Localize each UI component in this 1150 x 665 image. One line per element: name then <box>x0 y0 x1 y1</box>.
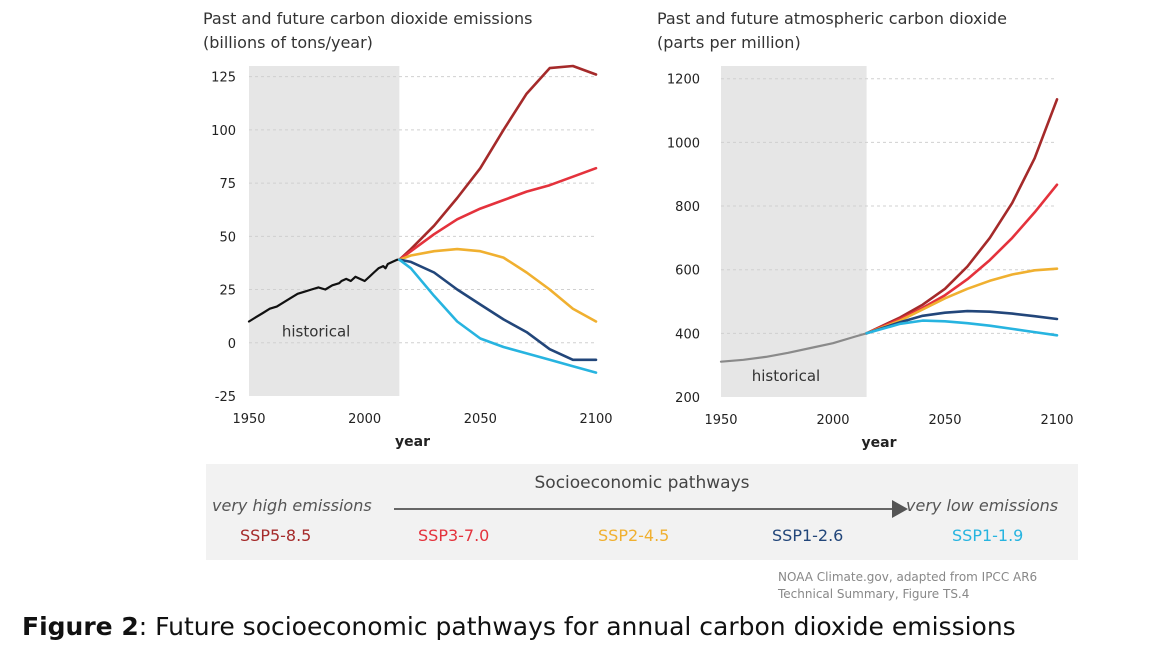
c2-ytick-label: 1200 <box>667 73 700 88</box>
chart2-title: Past and future atmospheric carbon dioxi… <box>657 9 1007 28</box>
c2-ytick-label: 800 <box>675 200 700 215</box>
legend-ssp126: SSP1-2.6 <box>772 526 844 545</box>
c2-ytick-label: 400 <box>675 327 700 342</box>
figure-canvas: Past and future carbon dioxide emissions… <box>203 9 1074 451</box>
c2-historical-shade <box>721 66 867 397</box>
c2-series-ssp3 <box>865 183 1059 335</box>
c2-series-ssp5 <box>865 98 1059 335</box>
caption-text: : Future socioeconomic pathways for annu… <box>138 612 1016 641</box>
legend-arrow-line <box>394 508 896 510</box>
c1-ytick-label: 25 <box>219 284 236 299</box>
c1-ytick-label: 75 <box>219 177 236 192</box>
c2-historical-label: historical <box>752 367 821 385</box>
c1-series-ssp126 <box>398 258 598 362</box>
c2-series-ssp126 <box>865 309 1059 335</box>
c1-ytick-label: 125 <box>211 71 236 86</box>
c1-historical-label: historical <box>282 322 351 340</box>
c2-series-ssp119 <box>865 319 1059 337</box>
c1-series-ssp2 <box>398 247 598 323</box>
c1-xtick-label: 2000 <box>348 412 381 427</box>
pathways-legend: Socioeconomic pathways very high emissio… <box>206 464 1078 560</box>
c1-ytick-label: 100 <box>211 124 236 139</box>
legend-arrow-icon <box>892 500 908 518</box>
c1-xtick-label: 2100 <box>579 412 612 427</box>
emissions-chart: 125 100 75 50 25 0 -25 1950 2000 2050 2100 year hist… <box>211 64 613 450</box>
c1-series-ssp3 <box>398 166 598 262</box>
legend-ssp370: SSP3-7.0 <box>418 526 490 545</box>
c1-ytick-label: 50 <box>219 230 236 245</box>
c2-ytick-label: 600 <box>675 264 700 279</box>
legend-title: Socioeconomic pathways <box>534 473 750 493</box>
c2-series-ssp2 <box>865 267 1059 335</box>
c1-series-ssp5 <box>398 64 598 262</box>
c1-historical-shade <box>249 66 400 396</box>
c2-xaxis-label: year <box>862 435 897 451</box>
c1-ytick-label: -25 <box>215 390 236 405</box>
chart1-title: Past and future carbon dioxide emissions <box>203 9 532 28</box>
c1-series-ssp119 <box>398 258 598 374</box>
caption-label: Figure 2 <box>22 612 139 641</box>
c2-series-historical_conc <box>719 332 868 363</box>
c2-ytick-label: 1000 <box>667 136 700 151</box>
c2-xtick-label: 2100 <box>1040 413 1073 428</box>
c2-xtick-label: 2000 <box>816 413 849 428</box>
c1-xaxis-label: year <box>395 434 430 450</box>
chart1-subtitle: (billions of tons/year) <box>203 33 373 52</box>
legend-right-label: very low emissions <box>906 496 1059 515</box>
legend-left-label: very high emissions <box>212 496 372 515</box>
c2-xtick-label: 2050 <box>928 413 961 428</box>
concentration-chart: 1200 1000 800 600 400 200 1950 2000 2050 2100 year… <box>667 66 1074 451</box>
c1-ytick-label: 0 <box>228 337 236 352</box>
c2-ytick-label: 200 <box>675 391 700 406</box>
chart2-subtitle: (parts per million) <box>657 33 801 52</box>
source-credit: NOAA Climate.gov, adapted from IPCC AR6 … <box>778 569 1037 603</box>
c1-xtick-label: 2050 <box>464 412 497 427</box>
credit-line-2: Technical Summary, Figure TS.4 <box>778 587 970 601</box>
legend-ssp245: SSP2-4.5 <box>598 526 670 545</box>
c2-xtick-label: 1950 <box>704 413 737 428</box>
c1-xtick-label: 1950 <box>232 412 265 427</box>
legend-ssp119: SSP1-1.9 <box>952 526 1024 545</box>
c1-series-historical <box>247 258 401 323</box>
credit-line-1: NOAA Climate.gov, adapted from IPCC AR6 <box>778 570 1038 584</box>
figure-caption: Figure 2: Future socioeconomic pathways … <box>22 612 1016 641</box>
legend-ssp585: SSP5-8.5 <box>240 526 312 545</box>
